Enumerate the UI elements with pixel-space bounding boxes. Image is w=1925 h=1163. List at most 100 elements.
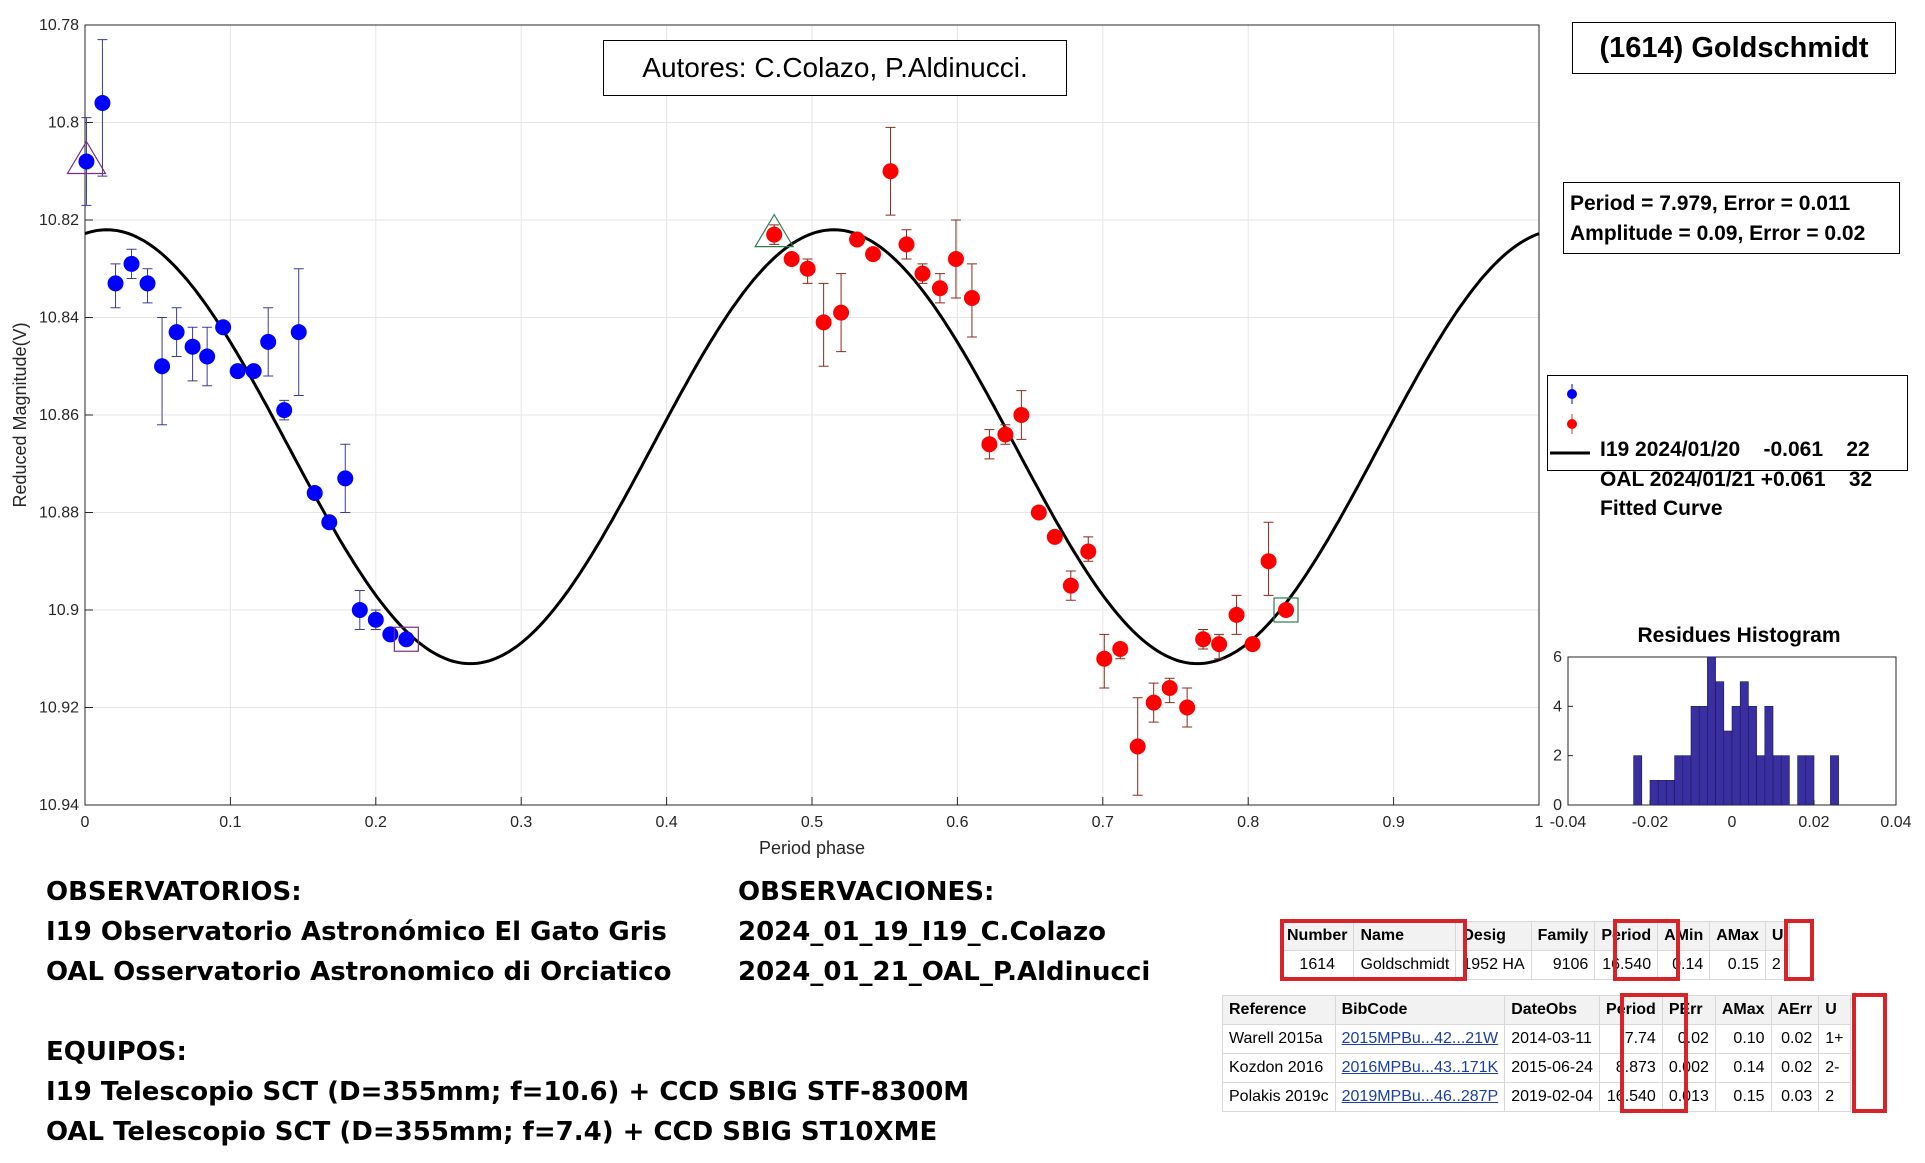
ref-cell: 1+ (1818, 1024, 1851, 1054)
ref-cell: 0.013 (1661, 1082, 1716, 1112)
authors-box: Autores: C.Colazo, P.Aldinucci. (603, 40, 1067, 96)
data-point (1260, 553, 1277, 570)
histogram-bar (1731, 706, 1741, 806)
legend-row-oal: OAL 2024/01/21 +0.061 32 (1548, 410, 1872, 491)
ref-cell: 16.540 (1599, 1082, 1663, 1112)
lcdb-header: AMax (1709, 921, 1766, 951)
histogram-bar (1666, 780, 1675, 806)
observaciones-block: OBSERVACIONES: 2024_01_19_I19_C.Colazo 202… (738, 872, 1150, 992)
data-point (997, 426, 1014, 443)
phase-marker-square (393, 626, 419, 652)
data-point (107, 275, 124, 292)
data-point (947, 251, 964, 267)
hist-y-tick-label: 6 (1553, 649, 1562, 666)
histogram-bar (1657, 780, 1667, 806)
lightcurve-chart: 0 0.1 0.2 0.3 0.4 0.5 0.6 0.7 0.8 0.9 1 10.78 10.8 10… (10, 17, 1912, 858)
ref-cell: 0.10 (1714, 1024, 1772, 1054)
observatorios-line1: I19 Observatorio Astronómico El Gato Gri… (46, 917, 667, 947)
data-point (367, 611, 384, 628)
equipos-line2: OAL Telescopio SCT (D=355mm; f=7.4) + CC… (46, 1117, 938, 1147)
data-point (321, 514, 338, 531)
bibcode-link[interactable]: 2019MPBu...46..287P (1334, 1082, 1506, 1112)
ref-header: Reference (1222, 995, 1336, 1025)
lcdb-header-row: Number Name Desig Family Period AMin AMa… (1279, 921, 1791, 951)
x-tick-label: 1 (1535, 814, 1544, 831)
data-point (898, 236, 915, 253)
x-tick-label: 0.4 (655, 814, 677, 831)
x-tick-label: 0.7 (1092, 814, 1114, 831)
observaciones-line1: 2024_01_19_I19_C.Colazo (738, 917, 1106, 947)
data-point (914, 265, 931, 282)
highlight-period (1613, 919, 1680, 981)
table-row: Kozdon 2016 2016MPBu...43..171K 2015-06-… (1222, 1053, 1851, 1083)
data-point (1278, 602, 1295, 618)
bibcode-link[interactable]: 2016MPBu...43..171K (1334, 1053, 1506, 1083)
data-point (1244, 636, 1261, 653)
data-point (1195, 631, 1212, 648)
histogram-bar (1780, 755, 1790, 806)
data-point (139, 275, 156, 292)
data-point (199, 348, 216, 365)
data-point (1013, 407, 1030, 423)
references-table: Reference BibCode DateObs Period PErr AM… (1222, 995, 1851, 1112)
lcdb-header: Number (1279, 921, 1355, 951)
y-tick-label: 10.84 (39, 310, 79, 327)
y-tick-label: 10.9 (48, 602, 79, 619)
legend-label-fit: Fitted Curve (1600, 497, 1723, 520)
data-point (963, 290, 980, 306)
histogram-title: Residues Histogram (1637, 624, 1841, 647)
data-point (1030, 504, 1047, 521)
observaciones-line2: 2024_01_21_OAL_P.Aldinucci (738, 957, 1151, 987)
histogram-bar (1674, 755, 1684, 806)
data-point (799, 260, 816, 277)
object-name-text: (1614) Goldschmidt (1599, 32, 1869, 64)
data-point (276, 402, 293, 419)
x-tick-label: 0.9 (1382, 814, 1404, 831)
data-point (1179, 699, 1196, 716)
y-tick-label: 10.86 (39, 407, 79, 424)
ref-header: AMax (1714, 995, 1772, 1025)
y-tick-label: 10.82 (39, 212, 79, 229)
hist-y-tick-label: 0 (1553, 797, 1562, 814)
histogram-bar (1748, 706, 1757, 806)
ref-cell: 2 (1818, 1082, 1851, 1112)
observatorios-block: OBSERVATORIOS: I19 Observatorio Astronómi… (46, 872, 672, 992)
y-tick-label: 10.94 (39, 797, 79, 814)
ref-cell: 0.15 (1714, 1082, 1772, 1112)
hist-x-tick-label: -0.02 (1632, 814, 1669, 831)
data-point (1161, 680, 1178, 696)
x-tick-label: 0.2 (365, 814, 387, 831)
legend-row-i19: I19 2024/01/20 -0.061 22 (1548, 380, 1870, 461)
data-point (1228, 606, 1245, 623)
table-row: Polakis 2019c 2019MPBu...46..287P 2019-0… (1222, 1082, 1851, 1112)
data-point (1096, 650, 1113, 667)
equipos-line1: I19 Telescopio SCT (D=355mm; f=10.6) + C… (46, 1077, 970, 1107)
phase-marker-triangle (66, 140, 107, 175)
data-point (398, 631, 415, 648)
hist-y-tick-label: 4 (1553, 698, 1562, 715)
x-tick-label: 0.6 (946, 814, 968, 831)
lcdb-header: AMin (1657, 921, 1711, 951)
ref-header: U (1818, 995, 1851, 1025)
data-point (1129, 738, 1146, 755)
fit-amplitude-line: Amplitude = 0.09, Error = 0.02 (1570, 222, 1866, 245)
y-tick-label: 10.92 (39, 700, 79, 717)
x-tick-label: 0 (81, 814, 90, 831)
ref-header-row: Reference BibCode DateObs Period PErr AM… (1222, 995, 1851, 1025)
ref-cell: 0.02 (1770, 1024, 1820, 1054)
histogram-bar (1764, 706, 1774, 806)
bibcode-link[interactable]: 2015MPBu...42...21W (1334, 1024, 1506, 1054)
y-tick-label: 10.88 (39, 505, 79, 522)
observaciones-heading: OBSERVACIONES: (738, 877, 995, 907)
hist-x-tick-label: 0.04 (1880, 814, 1911, 831)
legend-label-oal: OAL 2024/01/21 +0.061 32 (1600, 468, 1873, 491)
ref-cell: Kozdon 2016 (1222, 1053, 1336, 1083)
data-point (168, 324, 185, 341)
data-point (290, 324, 307, 341)
ref-cell: 0.14 (1714, 1053, 1772, 1083)
histogram-bar (1772, 755, 1782, 806)
data-point (1046, 528, 1063, 545)
x-tick-label: 0.3 (510, 814, 532, 831)
highlight-number-name (1280, 919, 1467, 981)
legend-row-fit: Fitted Curve (1548, 439, 1723, 520)
